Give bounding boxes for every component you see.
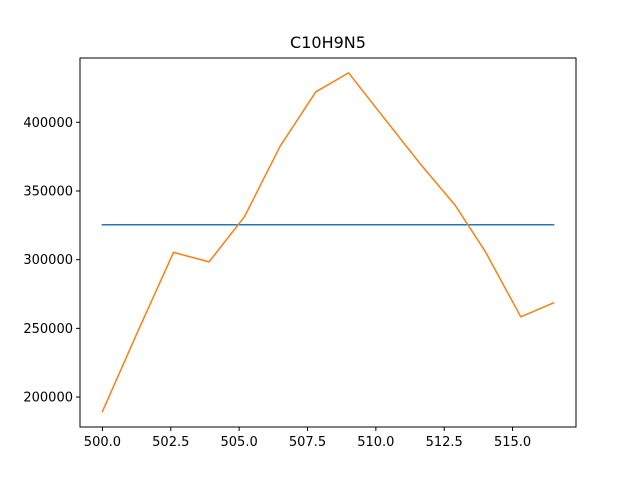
x-tick-label: 505.0 <box>221 435 258 450</box>
chart-title: C10H9N5 <box>290 33 366 52</box>
series-layer <box>101 72 555 413</box>
y-tick-label: 300000 <box>23 253 73 268</box>
y-tick-label: 350000 <box>23 184 73 199</box>
x-tick-label: 515.0 <box>494 435 531 450</box>
y-axis: 200000 250000 300000 350000 400000 <box>23 116 80 406</box>
y-tick-label: 250000 <box>23 322 73 337</box>
y-tick-label: 200000 <box>23 391 73 406</box>
x-tick-label: 507.5 <box>289 435 326 450</box>
plot-area-frame <box>79 57 577 428</box>
x-tick-label: 512.5 <box>426 435 463 450</box>
y-tick-label: 400000 <box>23 116 73 131</box>
x-tick-label: 500.0 <box>84 435 121 450</box>
x-tick-label: 502.5 <box>152 435 189 450</box>
x-tick-label: 510.0 <box>357 435 394 450</box>
x-axis: 500.0 502.5 505.0 507.5 510.0 512.5 515.0 <box>84 427 531 450</box>
series-line-2 <box>101 72 555 413</box>
